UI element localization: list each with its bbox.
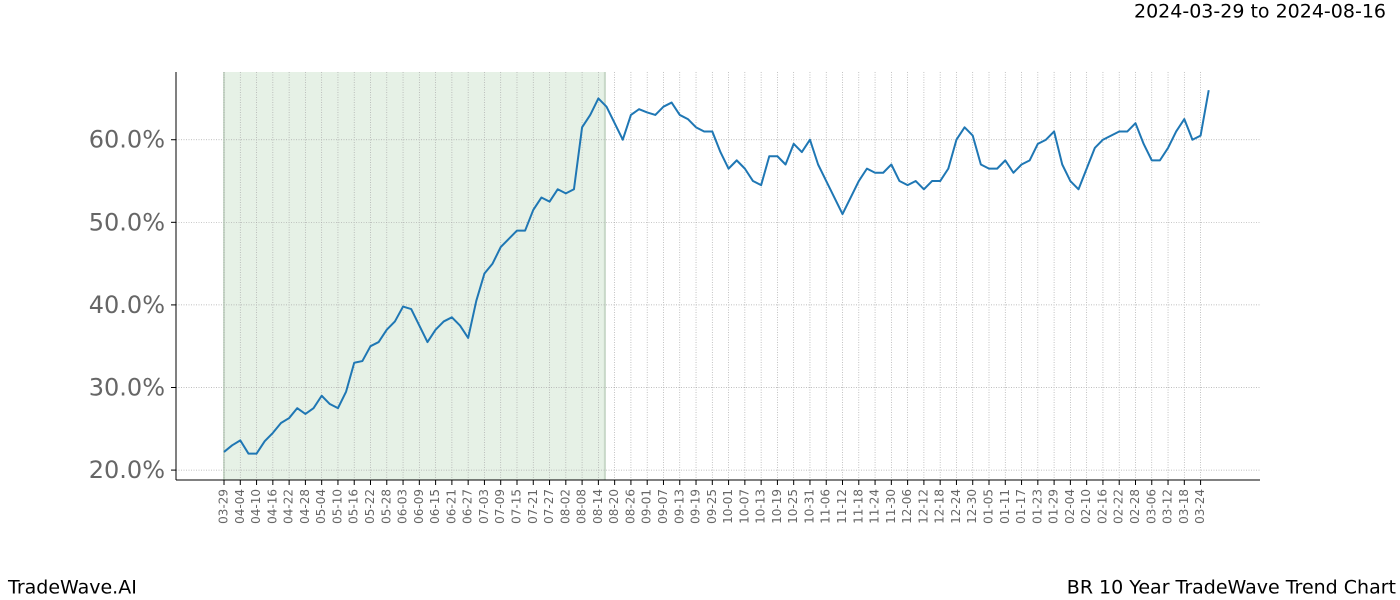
x-tick-label: 07-27 [542, 489, 556, 524]
x-tick-label: 12-24 [949, 489, 963, 524]
x-tick-label: 12-06 [900, 489, 914, 524]
x-tick-label: 05-28 [379, 489, 393, 524]
x-tick-label: 11-12 [835, 489, 849, 524]
footer-left: TradeWave.AI [7, 577, 137, 599]
x-tick-label: 04-28 [298, 489, 312, 524]
data-line [223, 89, 1210, 455]
x-tick-label: 04-16 [265, 489, 279, 524]
x-tick-label: 03-18 [1177, 489, 1191, 524]
x-tick-label: 02-10 [1079, 489, 1093, 524]
x-tick-label: 01-17 [1014, 489, 1028, 524]
x-tick-label: 09-01 [640, 489, 654, 524]
x-tick-label: 12-12 [916, 489, 930, 524]
x-tick-label: 07-21 [526, 489, 540, 524]
x-tick-label: 03-24 [1193, 489, 1207, 524]
x-tick-label: 10-01 [721, 489, 735, 524]
highlight-region [224, 72, 605, 480]
x-tick-label: 08-08 [575, 489, 589, 524]
x-tick-label: 07-09 [493, 489, 507, 524]
x-tick-label: 12-30 [965, 489, 979, 524]
x-tick-label: 08-20 [607, 489, 621, 524]
y-tick-label: 60.0% [89, 126, 165, 154]
x-tick-label: 06-15 [428, 489, 442, 524]
x-tick-label: 11-24 [868, 489, 882, 524]
x-tick-label: 05-16 [347, 489, 361, 524]
x-tick-label: 05-22 [363, 489, 377, 524]
x-tick-label: 10-31 [802, 489, 816, 524]
x-tick-label: 04-22 [282, 489, 296, 524]
x-tick-label: 06-21 [444, 489, 458, 524]
y-tick-label: 40.0% [89, 291, 165, 319]
x-tick-label: 05-10 [330, 489, 344, 524]
y-tick-label: 30.0% [89, 373, 165, 401]
y-tick-label: 50.0% [89, 208, 165, 236]
x-tick-label: 10-19 [770, 489, 784, 524]
x-tick-label: 02-22 [1112, 489, 1126, 524]
footer-right: BR 10 Year TradeWave Trend Chart [1067, 577, 1396, 599]
x-tick-label: 02-04 [1063, 489, 1077, 524]
x-tick-label: 03-12 [1161, 489, 1175, 524]
x-tick-label: 11-30 [884, 489, 898, 524]
x-tick-label: 05-04 [314, 489, 328, 524]
x-tick-label: 04-10 [249, 489, 263, 524]
x-tick-label: 02-28 [1128, 489, 1142, 524]
x-tick-label: 01-11 [998, 489, 1012, 524]
x-tick-label: 06-27 [461, 489, 475, 524]
chart-title: 2024-03-29 to 2024-08-16 [1134, 1, 1386, 23]
x-tick-label: 08-26 [623, 489, 637, 524]
x-tick-label: 01-29 [1047, 489, 1061, 524]
x-tick-label: 11-06 [819, 489, 833, 524]
x-tick-label: 10-13 [754, 489, 768, 524]
x-tick-label: 09-13 [672, 489, 686, 524]
x-tick-label: 10-07 [737, 489, 751, 524]
x-tick-label: 01-05 [982, 489, 996, 524]
x-tick-label: 02-16 [1095, 489, 1109, 524]
x-tick-label: 07-15 [509, 489, 523, 524]
x-tick-label: 11-18 [851, 489, 865, 524]
x-tick-label: 09-07 [656, 489, 670, 524]
x-tick-label: 08-14 [591, 489, 605, 524]
x-tick-label: 10-25 [786, 489, 800, 524]
x-tick-label: 03-06 [1144, 489, 1158, 524]
x-tick-label: 12-18 [933, 489, 947, 524]
x-tick-label: 08-02 [558, 489, 572, 524]
x-tick-label: 09-25 [705, 489, 719, 524]
x-tick-label: 09-19 [689, 489, 703, 524]
y-tick-label: 20.0% [89, 456, 165, 484]
x-tick-label: 06-03 [396, 489, 410, 524]
x-tick-label: 01-23 [1030, 489, 1044, 524]
x-tick-label: 04-04 [233, 489, 247, 524]
x-tick-label: 06-09 [412, 489, 426, 524]
x-tick-label: 03-29 [217, 489, 231, 524]
x-tick-label: 07-03 [477, 489, 491, 524]
